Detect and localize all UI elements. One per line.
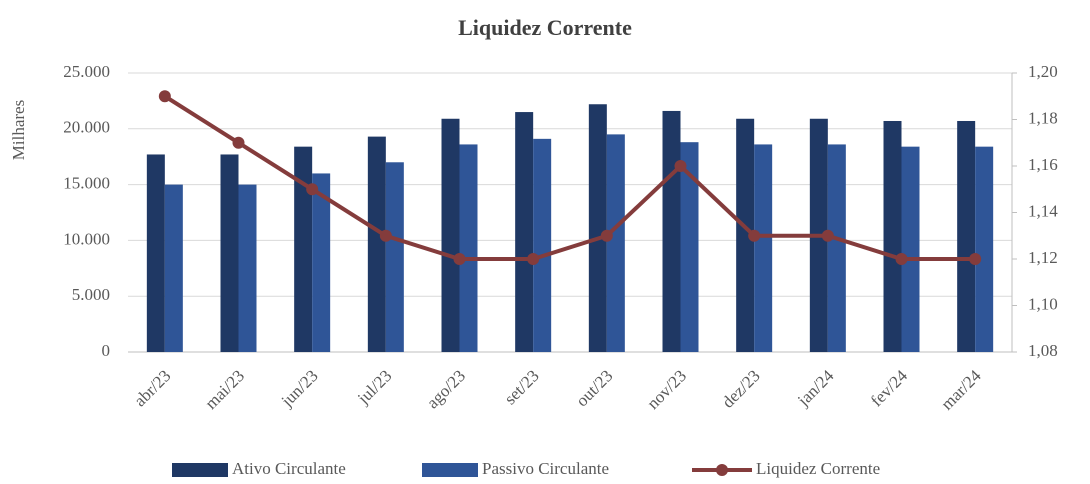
bar: [533, 138, 552, 352]
y-axis-label: Milhares: [9, 100, 28, 160]
bar: [883, 120, 902, 352]
legend-swatch: [422, 463, 478, 477]
bar: [312, 173, 331, 352]
bar: [164, 184, 183, 352]
line-marker: [379, 229, 392, 242]
y2-tick-label: 1,14: [1028, 201, 1058, 220]
y-tick-label: 10.000: [63, 229, 110, 248]
legend-label: Ativo Circulante: [232, 459, 346, 478]
bar: [367, 136, 386, 352]
x-tick-label: mai/23: [201, 366, 248, 413]
y-tick-label: 5.000: [72, 285, 110, 304]
y-tick-label: 15.000: [63, 174, 110, 193]
line: [163, 94, 976, 261]
bar: [515, 112, 534, 352]
x-tick-label: out/23: [572, 366, 616, 410]
legend-marker: [716, 464, 728, 476]
bar: [606, 134, 625, 352]
bar: [385, 162, 404, 352]
line-marker: [969, 253, 982, 265]
x-tick-label: nov/23: [643, 366, 690, 413]
line-marker: [453, 253, 466, 265]
x-tick-label: jul/23: [353, 366, 395, 408]
bar: [459, 144, 478, 352]
x-tick-label: jan/24: [793, 366, 838, 411]
bar: [957, 120, 976, 352]
x-tick-label: dez/23: [718, 366, 763, 411]
bar: [901, 146, 920, 352]
x-tick-label: set/23: [501, 366, 543, 408]
bar: [294, 146, 313, 352]
bar: [146, 154, 165, 352]
line-marker: [600, 229, 613, 242]
x-tick-label: abr/23: [130, 366, 174, 410]
y-tick-label: 25.000: [63, 62, 110, 81]
y-tick-label: 0: [102, 341, 111, 360]
line-marker: [306, 183, 319, 196]
legend-label: Passivo Circulante: [482, 459, 609, 478]
line-marker: [158, 90, 171, 103]
bar: [975, 146, 994, 352]
bar: [441, 118, 460, 352]
legend-label: Liquidez Corrente: [756, 459, 880, 478]
line-marker: [748, 229, 761, 242]
x-tick-label: jun/23: [277, 366, 322, 411]
bar: [827, 144, 846, 352]
line-marker: [527, 253, 540, 265]
line-marker: [674, 160, 687, 172]
y2-tick-label: 1,18: [1028, 108, 1058, 127]
x-tick-label: mar/24: [937, 366, 985, 414]
y2-tick-label: 1,12: [1028, 248, 1058, 267]
line-marker: [232, 136, 245, 149]
y2-tick-label: 1,10: [1028, 294, 1058, 313]
y-tick-label: 20.000: [63, 118, 110, 137]
bar: [680, 142, 699, 352]
x-tick-label: ago/23: [423, 366, 469, 412]
y2-tick-label: 1,16: [1028, 155, 1058, 174]
bar: [220, 154, 239, 352]
legend-swatch: [172, 463, 228, 477]
x-tick-label: fev/24: [867, 366, 911, 410]
bar: [736, 118, 755, 352]
line-marker: [821, 229, 834, 242]
y2-tick-label: 1,20: [1028, 62, 1058, 81]
bar: [662, 110, 681, 352]
chart-title: Liquidez Corrente: [458, 15, 632, 40]
y2-tick-label: 1,08: [1028, 341, 1058, 360]
bar: [238, 184, 257, 352]
bar: [588, 104, 607, 352]
line-marker: [895, 253, 908, 265]
bar: [754, 144, 773, 352]
